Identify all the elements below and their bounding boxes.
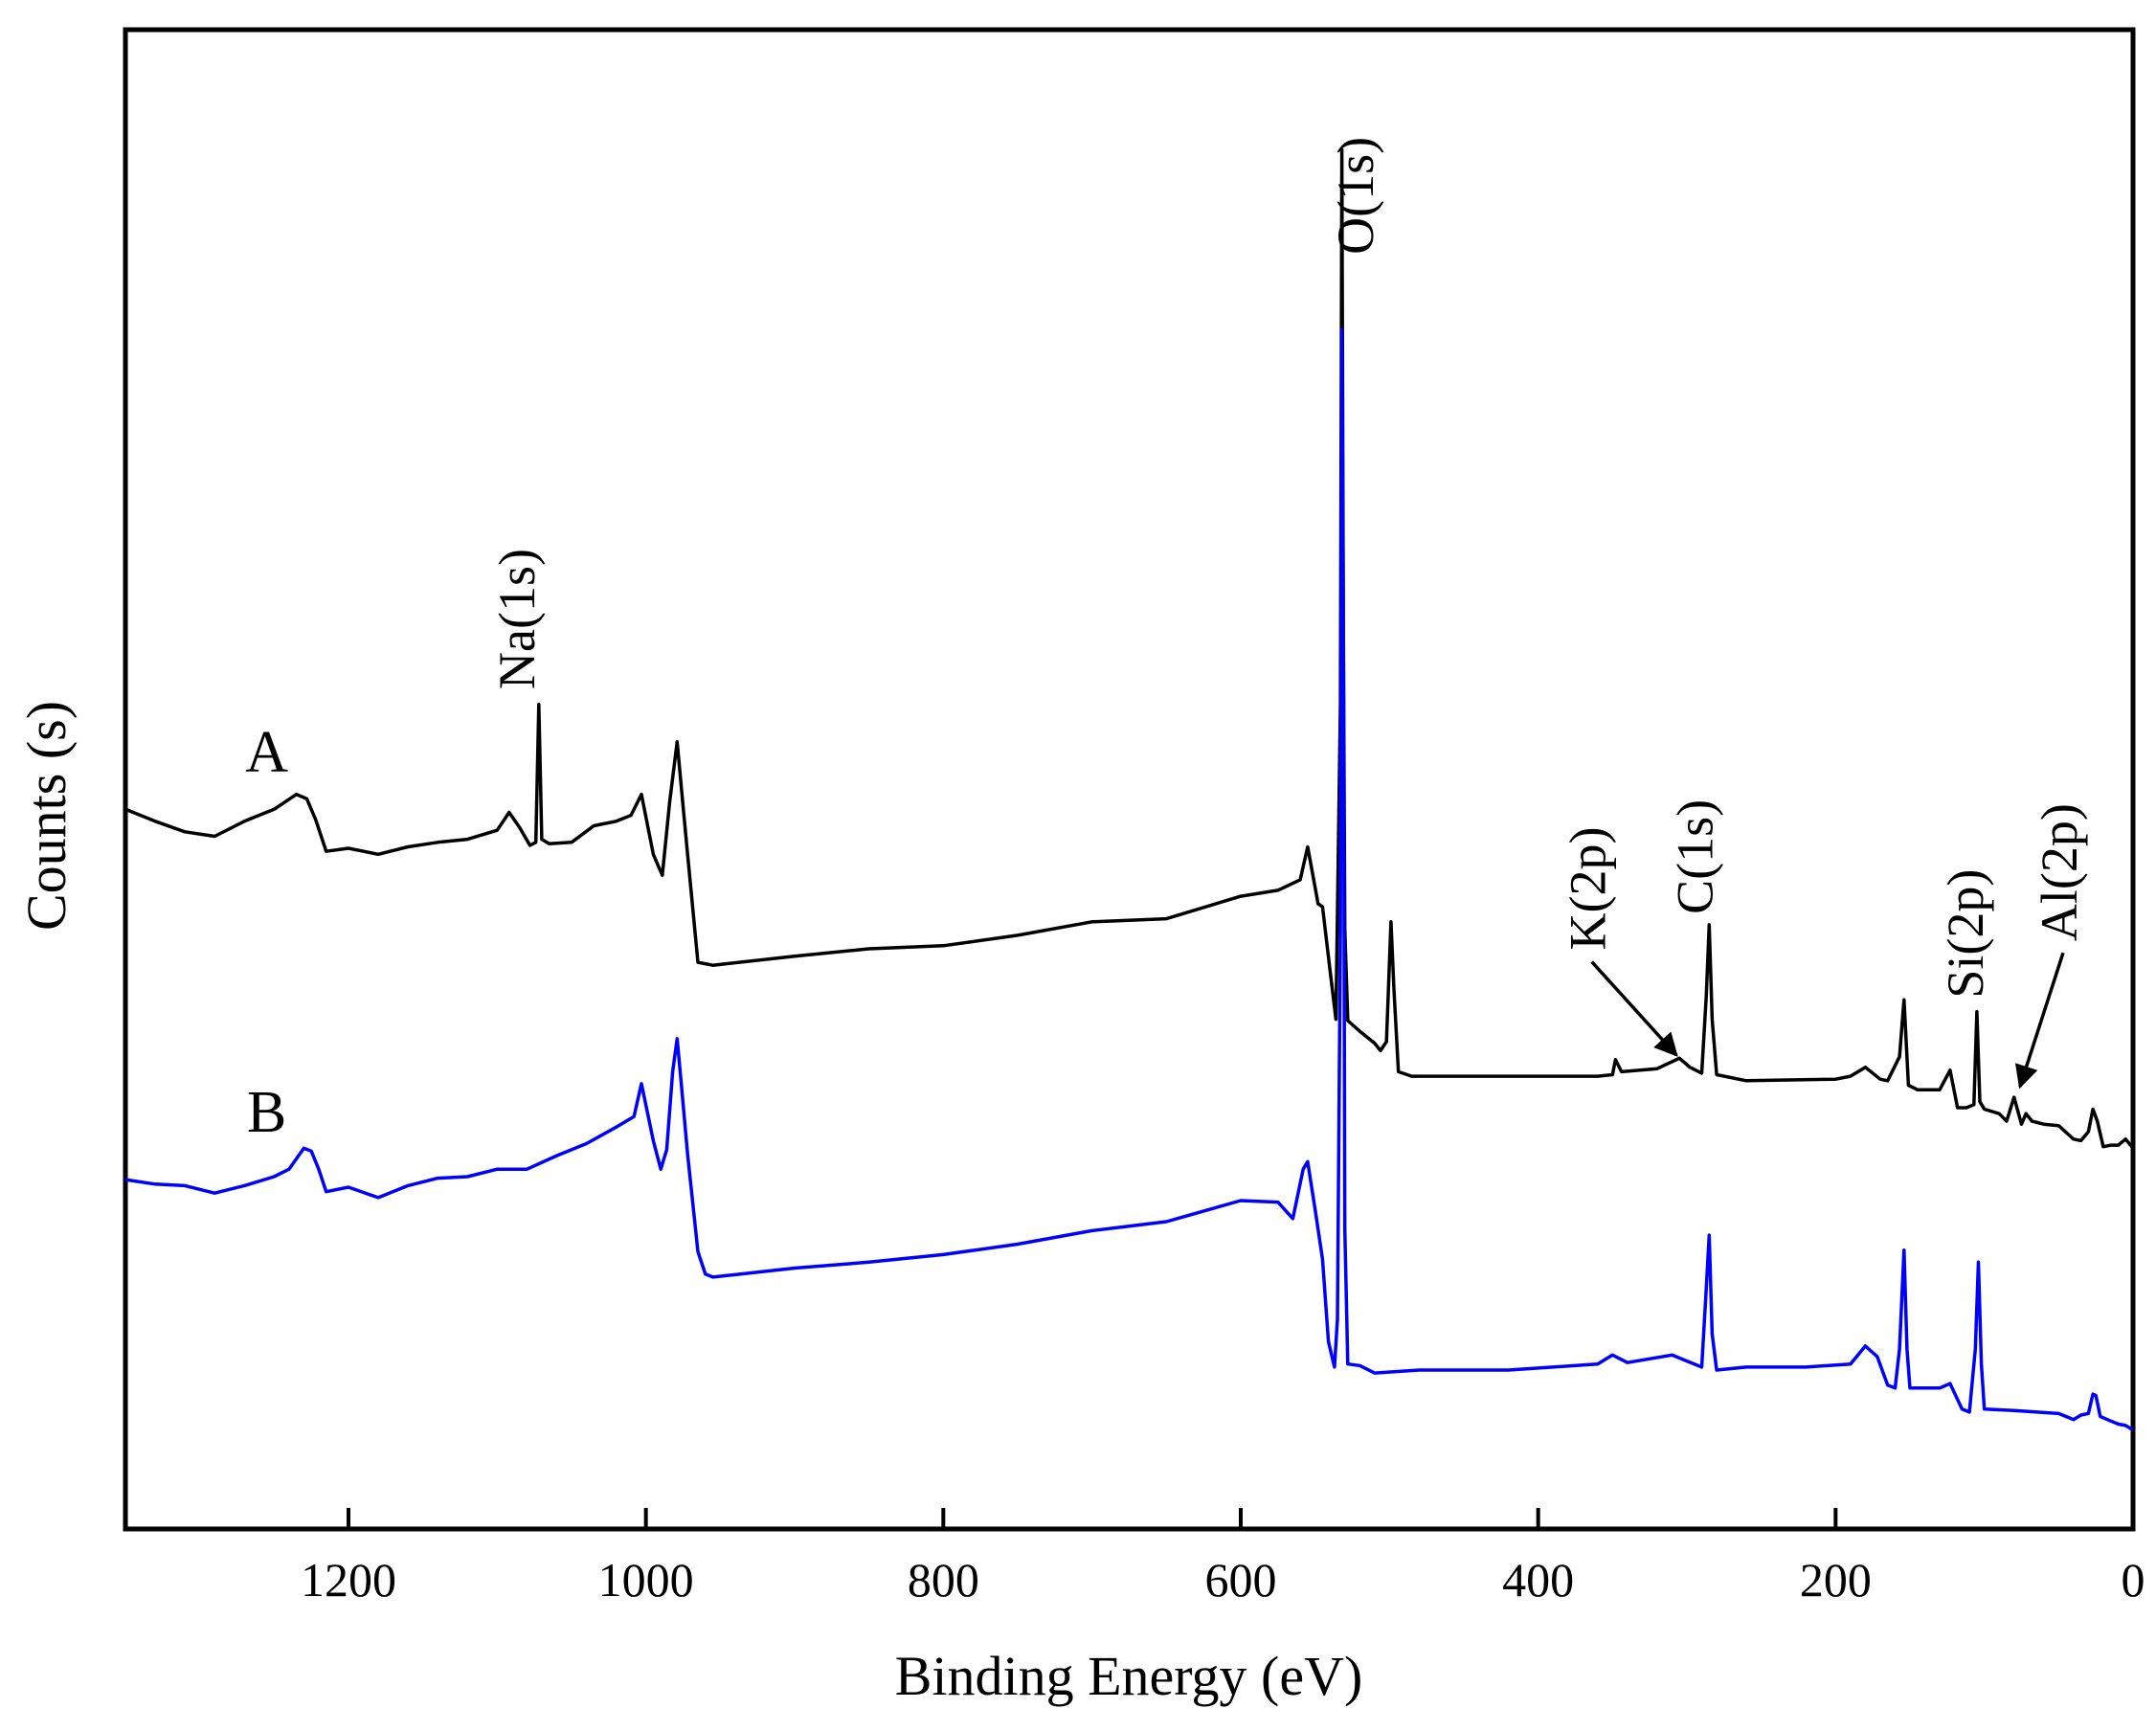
x-tick-label: 600 [1205, 1553, 1277, 1607]
peak-arrow [1590, 960, 1678, 1057]
x-axis-title: Binding Energy (eV) [895, 1645, 1363, 1707]
x-tick-label: 1200 [301, 1553, 396, 1607]
peak-label: O(1s) [1327, 137, 1384, 255]
peak-label: K(2p) [1560, 827, 1617, 951]
series-label: A [245, 720, 288, 785]
y-axis-title: Counts (s) [15, 701, 78, 931]
peak-arrow [2015, 952, 2065, 1090]
peak-label: C(1s) [1666, 799, 1723, 914]
series-label: B [247, 1080, 286, 1145]
x-tick-label: 1000 [598, 1553, 694, 1607]
series-line-B [124, 327, 2134, 1432]
x-tick-label: 400 [1502, 1553, 1574, 1607]
x-tick-label: 200 [1800, 1553, 1872, 1607]
x-tick-label: 0 [2122, 1553, 2145, 1607]
x-tick-label: 800 [908, 1553, 979, 1607]
peak-label: Na(1s) [488, 549, 546, 689]
peak-label: Si(2p) [1937, 869, 1994, 999]
plot-frame [123, 27, 2136, 1532]
series-line-A [124, 147, 2135, 1150]
peak-label: Al(2p) [2031, 803, 2088, 941]
